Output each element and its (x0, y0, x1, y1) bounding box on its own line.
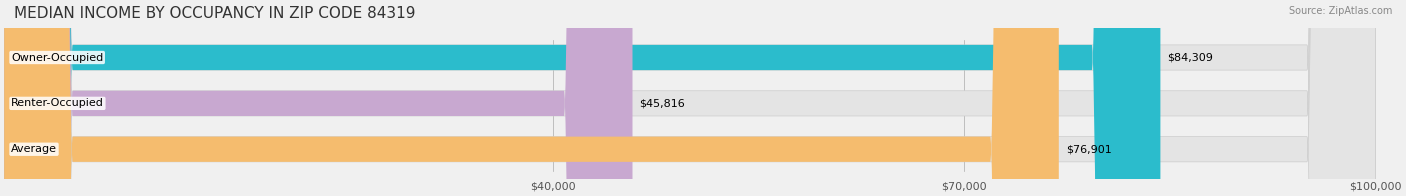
Text: Average: Average (11, 144, 58, 154)
Text: Renter-Occupied: Renter-Occupied (11, 98, 104, 108)
Text: $76,901: $76,901 (1066, 144, 1111, 154)
FancyBboxPatch shape (4, 0, 1375, 196)
Text: Source: ZipAtlas.com: Source: ZipAtlas.com (1288, 6, 1392, 16)
Text: $45,816: $45,816 (640, 98, 685, 108)
FancyBboxPatch shape (4, 0, 1059, 196)
FancyBboxPatch shape (4, 0, 633, 196)
FancyBboxPatch shape (4, 0, 1160, 196)
FancyBboxPatch shape (4, 0, 1375, 196)
FancyBboxPatch shape (4, 0, 1375, 196)
Text: Owner-Occupied: Owner-Occupied (11, 53, 103, 63)
Text: $84,309: $84,309 (1167, 53, 1213, 63)
Text: MEDIAN INCOME BY OCCUPANCY IN ZIP CODE 84319: MEDIAN INCOME BY OCCUPANCY IN ZIP CODE 8… (14, 6, 416, 21)
